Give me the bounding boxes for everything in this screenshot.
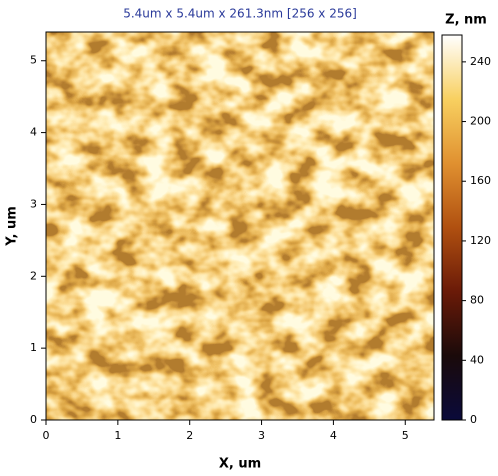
colorbar-tick-label: 40 (470, 353, 484, 366)
afm-image (46, 32, 434, 420)
x-tick-label: 4 (330, 429, 337, 442)
colorbar-tick-label: 120 (470, 234, 491, 247)
y-tick-label: 2 (30, 269, 37, 282)
x-tick-label: 0 (43, 429, 50, 442)
y-axis-label: Y, um (5, 206, 20, 247)
y-tick-label: 3 (30, 197, 37, 210)
colorbar-label: Z, nm (445, 13, 487, 28)
x-tick-label: 1 (114, 429, 121, 442)
y-tick-label: 1 (30, 341, 37, 354)
x-tick-label: 5 (402, 429, 409, 442)
chart-title: 5.4um x 5.4um x 261.3nm [256 x 256] (123, 7, 357, 21)
colorbar-tick-label: 200 (470, 115, 491, 128)
colorbar-tick-label: 80 (470, 294, 484, 307)
plot-frame (45, 31, 435, 421)
y-tick-label: 4 (30, 126, 37, 139)
colorbar-tick-label: 240 (470, 55, 491, 68)
y-tick-label: 5 (30, 54, 37, 67)
y-tick-label: 0 (30, 413, 37, 426)
x-tick-label: 3 (258, 429, 265, 442)
x-tick-label: 2 (186, 429, 193, 442)
colorbar-tick-label: 160 (470, 174, 491, 187)
x-axis-label: X, um (219, 457, 261, 472)
colorbar-tick-label: 0 (470, 413, 477, 426)
colorbar (441, 34, 463, 421)
